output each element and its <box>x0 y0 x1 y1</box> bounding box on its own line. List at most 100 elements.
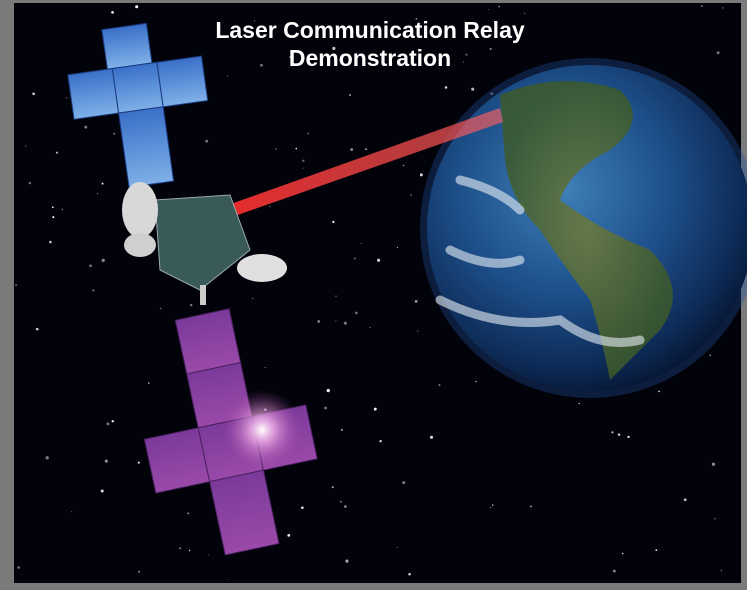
star <box>302 159 305 162</box>
star <box>275 148 277 150</box>
star <box>25 145 27 147</box>
star <box>179 547 182 550</box>
star <box>32 92 35 96</box>
star <box>307 132 310 135</box>
star <box>339 500 342 503</box>
star <box>188 549 191 552</box>
laser-beam <box>228 108 503 217</box>
star <box>343 321 347 325</box>
star <box>716 51 720 55</box>
star <box>714 518 716 520</box>
star <box>96 193 98 195</box>
star <box>414 300 418 303</box>
star <box>287 534 291 537</box>
clouds <box>435 175 645 347</box>
star <box>396 546 398 548</box>
star <box>104 459 108 463</box>
star <box>524 12 526 14</box>
star <box>722 7 724 9</box>
star <box>578 402 580 405</box>
star <box>52 216 55 219</box>
star <box>720 569 723 572</box>
title: Laser Communication Relay Demonstration <box>215 17 525 71</box>
star <box>612 569 616 573</box>
sun-glare <box>222 390 302 470</box>
star <box>492 504 494 506</box>
star <box>101 182 104 185</box>
star <box>353 257 356 260</box>
star <box>326 388 330 393</box>
star <box>701 5 703 7</box>
star <box>344 505 347 508</box>
star <box>187 512 190 515</box>
star <box>113 132 116 135</box>
star <box>55 151 59 154</box>
star <box>415 18 418 20</box>
satellite-bus <box>122 182 287 305</box>
star <box>360 243 362 244</box>
star <box>190 303 193 307</box>
star <box>488 9 489 10</box>
star <box>530 505 532 508</box>
star <box>66 97 68 99</box>
blue-solar-array <box>67 22 209 188</box>
star <box>289 55 292 59</box>
star <box>341 429 343 431</box>
star <box>84 125 88 129</box>
star <box>658 390 660 393</box>
star <box>100 489 104 493</box>
star <box>269 205 271 207</box>
star <box>101 258 105 263</box>
star <box>252 297 254 299</box>
star <box>228 578 230 580</box>
star <box>371 34 374 36</box>
star <box>51 206 54 209</box>
star <box>61 208 63 211</box>
star <box>471 87 475 91</box>
star <box>137 461 140 464</box>
star <box>373 407 377 411</box>
star <box>35 327 39 331</box>
star <box>295 147 298 150</box>
star <box>111 10 114 14</box>
star <box>254 20 256 22</box>
star <box>335 295 337 297</box>
star <box>396 246 398 248</box>
star <box>148 382 150 384</box>
star <box>350 148 354 151</box>
star <box>408 572 411 576</box>
star <box>138 570 140 573</box>
star <box>611 431 614 434</box>
star <box>17 566 20 569</box>
star <box>617 433 621 436</box>
star <box>627 435 630 438</box>
star <box>462 61 464 63</box>
star <box>349 94 352 97</box>
star <box>300 506 304 510</box>
star <box>377 258 381 262</box>
star <box>45 456 49 460</box>
star <box>28 181 32 185</box>
star <box>489 47 492 51</box>
star <box>683 498 687 502</box>
star <box>71 511 73 513</box>
star <box>498 6 500 8</box>
star <box>49 240 52 244</box>
star <box>226 75 229 77</box>
star <box>111 420 114 423</box>
star <box>711 462 716 466</box>
star <box>332 220 335 223</box>
star <box>490 506 492 509</box>
star <box>369 326 371 329</box>
star <box>417 330 419 332</box>
star <box>429 435 434 439</box>
star <box>205 139 209 143</box>
star <box>208 554 209 556</box>
star <box>159 307 162 310</box>
star <box>302 167 304 169</box>
star <box>15 284 18 287</box>
star <box>402 481 406 485</box>
star <box>465 53 468 56</box>
